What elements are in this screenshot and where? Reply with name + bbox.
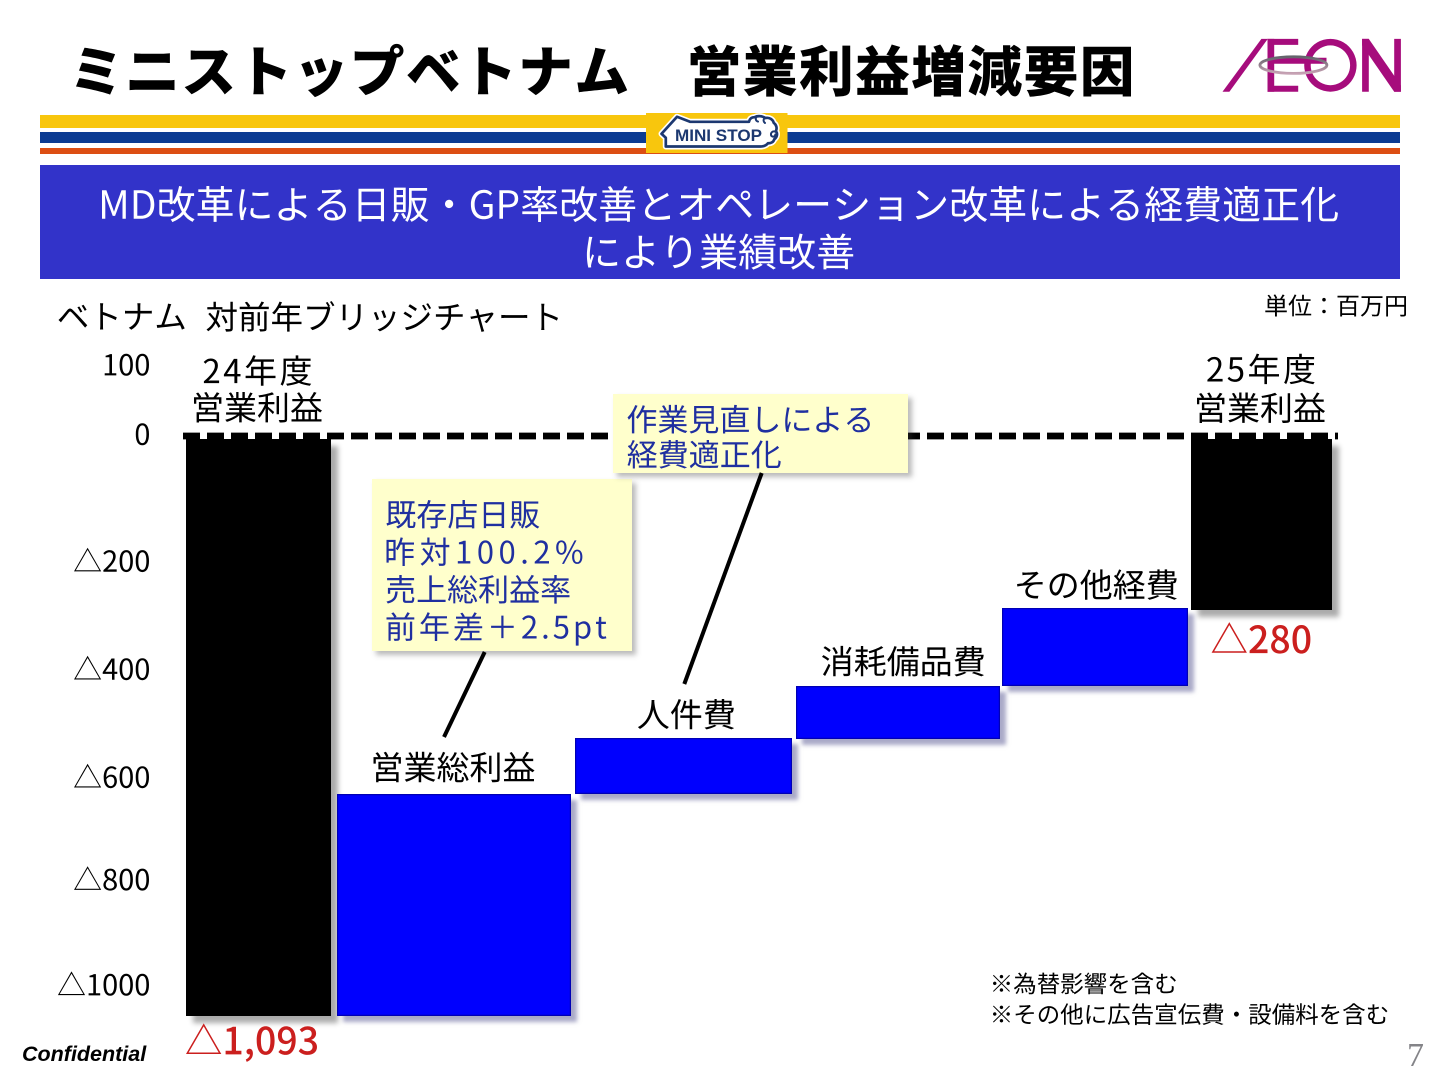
svg-text:MINI STOP: MINI STOP — [675, 126, 762, 145]
